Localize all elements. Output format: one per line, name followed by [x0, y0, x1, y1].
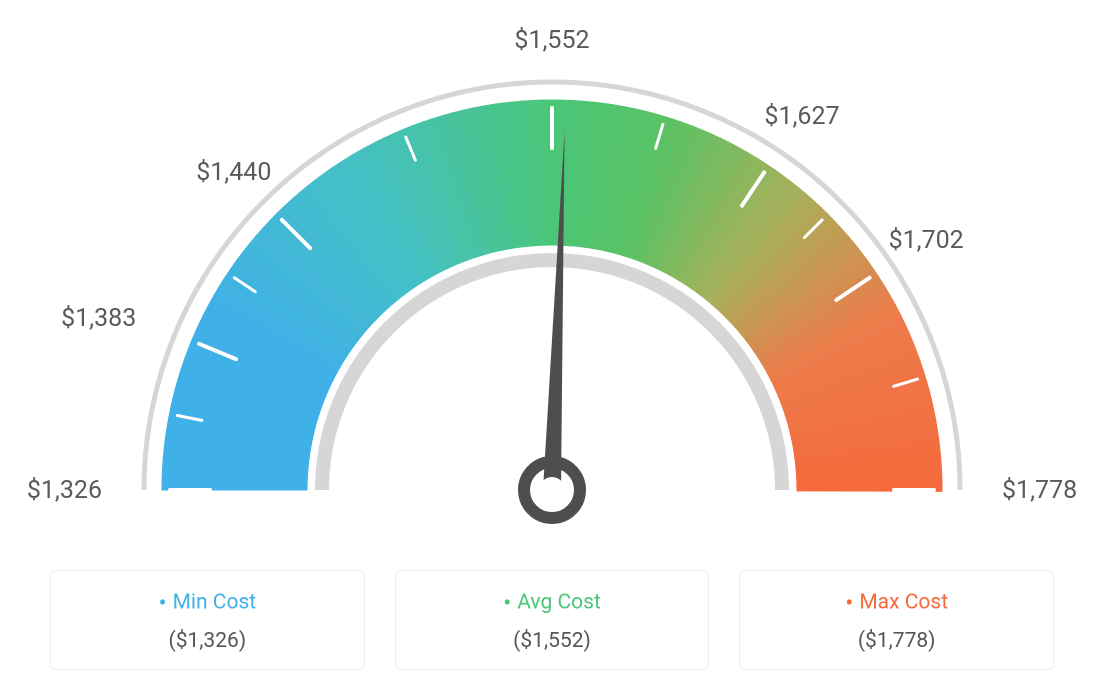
svg-text:$1,702: $1,702 [889, 226, 964, 255]
legend-label-avg: Avg Cost [406, 589, 699, 617]
legend-row: Min Cost ($1,326) Avg Cost ($1,552) Max … [50, 570, 1054, 670]
legend-card-min: Min Cost ($1,326) [50, 570, 365, 670]
legend-card-max: Max Cost ($1,778) [739, 570, 1054, 670]
svg-text:$1,326: $1,326 [27, 476, 102, 505]
svg-text:$1,440: $1,440 [196, 158, 271, 187]
legend-value-max: ($1,778) [750, 629, 1043, 653]
svg-text:$1,627: $1,627 [764, 102, 839, 131]
legend-value-min: ($1,326) [61, 629, 354, 653]
legend-value-avg: ($1,552) [406, 629, 699, 653]
legend-card-avg: Avg Cost ($1,552) [395, 570, 710, 670]
svg-text:$1,552: $1,552 [514, 26, 589, 55]
legend-label-min: Min Cost [61, 589, 354, 617]
legend-label-max: Max Cost [750, 589, 1043, 617]
svg-text:$1,778: $1,778 [1002, 476, 1077, 505]
cost-gauge-chart: $1,326 $1,383 $1,440 $1,552 $1,627 $1,702 $1,7… [0, 0, 1104, 560]
svg-text:$1,383: $1,383 [61, 304, 136, 333]
